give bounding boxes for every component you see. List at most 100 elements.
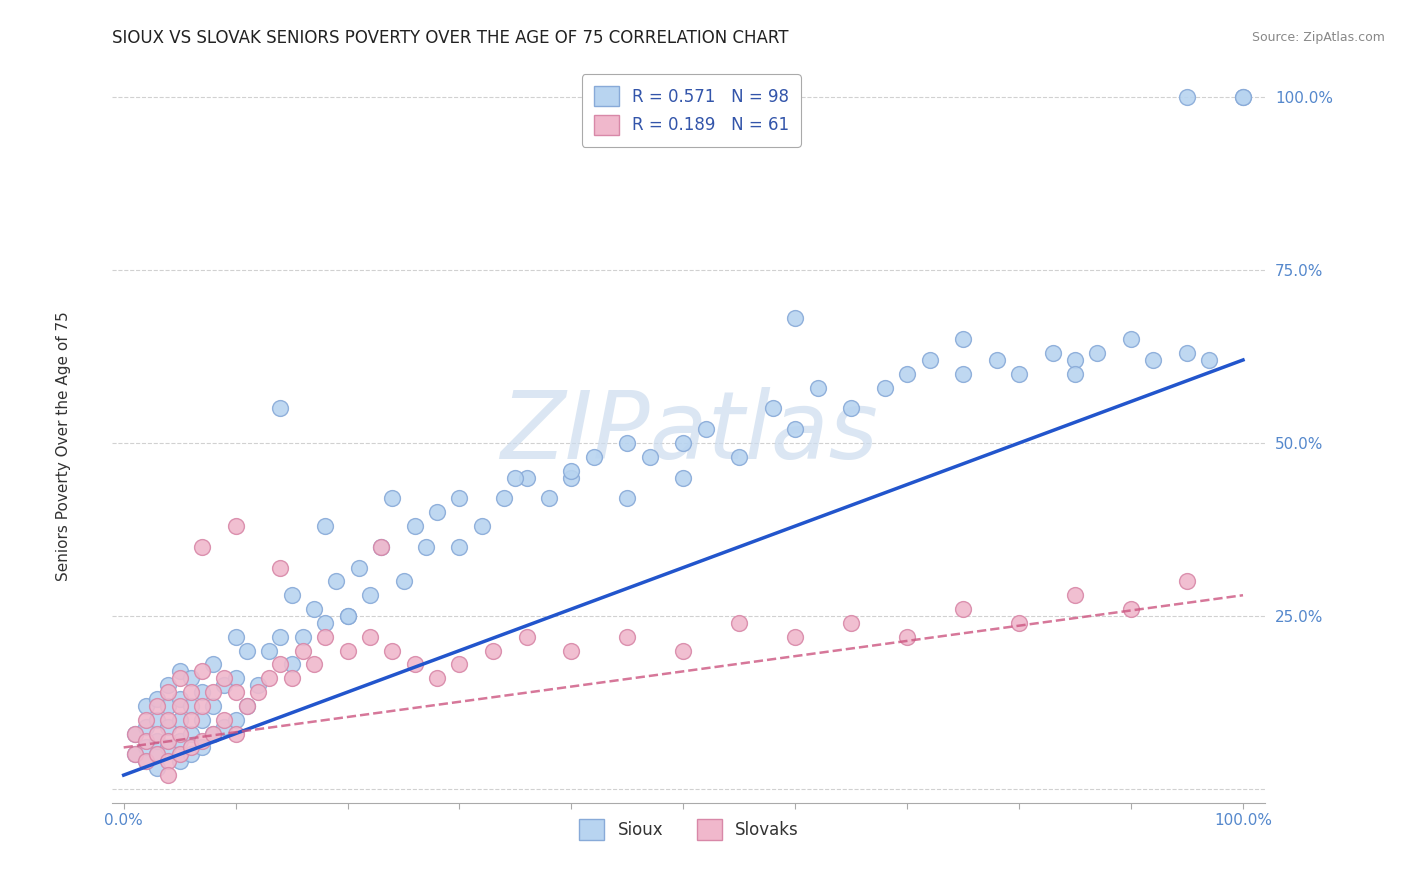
Point — [1232, 90, 1254, 104]
Point — [157, 740, 180, 755]
Point — [214, 678, 236, 692]
Point — [873, 381, 896, 395]
Point — [449, 657, 471, 672]
Point — [135, 720, 157, 734]
Point — [426, 505, 449, 519]
Point — [785, 311, 807, 326]
Point — [482, 643, 505, 657]
Point — [202, 657, 225, 672]
Point — [146, 747, 169, 762]
Point — [180, 671, 202, 685]
Point — [146, 761, 169, 775]
Point — [202, 726, 225, 740]
Point — [269, 560, 291, 574]
Point — [728, 615, 751, 630]
Point — [157, 678, 180, 692]
Point — [537, 491, 560, 506]
Point — [225, 685, 247, 699]
Point — [191, 698, 214, 713]
Point — [146, 692, 169, 706]
Point — [135, 754, 157, 768]
Point — [191, 713, 214, 727]
Point — [1064, 588, 1087, 602]
Point — [302, 602, 325, 616]
Point — [1042, 346, 1064, 360]
Point — [404, 657, 426, 672]
Point — [180, 747, 202, 762]
Point — [449, 491, 471, 506]
Point — [1064, 353, 1087, 368]
Point — [638, 450, 661, 464]
Point — [236, 698, 259, 713]
Point — [214, 671, 236, 685]
Point — [314, 519, 336, 533]
Point — [616, 436, 638, 450]
Point — [157, 713, 180, 727]
Point — [1175, 346, 1198, 360]
Point — [952, 602, 974, 616]
Point — [214, 720, 236, 734]
Point — [169, 665, 191, 679]
Point — [124, 726, 146, 740]
Point — [839, 401, 862, 416]
Point — [1119, 602, 1142, 616]
Point — [169, 726, 191, 740]
Point — [124, 726, 146, 740]
Point — [616, 491, 638, 506]
Point — [807, 381, 830, 395]
Point — [582, 450, 605, 464]
Point — [560, 643, 582, 657]
Text: SIOUX VS SLOVAK SENIORS POVERTY OVER THE AGE OF 75 CORRELATION CHART: SIOUX VS SLOVAK SENIORS POVERTY OVER THE… — [112, 29, 789, 47]
Point — [180, 685, 202, 699]
Point — [202, 685, 225, 699]
Point — [1142, 353, 1164, 368]
Point — [392, 574, 415, 589]
Point — [325, 574, 347, 589]
Point — [180, 726, 202, 740]
Point — [180, 713, 202, 727]
Point — [516, 630, 538, 644]
Point — [135, 740, 157, 755]
Point — [336, 609, 359, 624]
Point — [370, 540, 392, 554]
Point — [180, 740, 202, 755]
Point — [505, 470, 527, 484]
Point — [280, 588, 302, 602]
Point — [191, 685, 214, 699]
Point — [269, 657, 291, 672]
Point — [191, 540, 214, 554]
Point — [370, 540, 392, 554]
Point — [1119, 332, 1142, 346]
Point — [314, 630, 336, 644]
Point — [257, 643, 280, 657]
Point — [236, 643, 259, 657]
Point — [169, 713, 191, 727]
Point — [157, 685, 180, 699]
Point — [180, 698, 202, 713]
Point — [157, 698, 180, 713]
Point — [347, 560, 370, 574]
Point — [291, 643, 314, 657]
Point — [191, 740, 214, 755]
Point — [762, 401, 785, 416]
Point — [336, 609, 359, 624]
Point — [225, 519, 247, 533]
Point — [1198, 353, 1220, 368]
Point — [202, 698, 225, 713]
Point — [135, 713, 157, 727]
Point — [1008, 615, 1031, 630]
Point — [291, 630, 314, 644]
Point — [191, 733, 214, 747]
Point — [381, 643, 404, 657]
Point — [952, 367, 974, 381]
Point — [494, 491, 516, 506]
Point — [896, 630, 918, 644]
Point — [302, 657, 325, 672]
Point — [135, 698, 157, 713]
Point — [695, 422, 717, 436]
Point — [404, 519, 426, 533]
Point — [169, 692, 191, 706]
Point — [157, 733, 180, 747]
Point — [280, 657, 302, 672]
Point — [381, 491, 404, 506]
